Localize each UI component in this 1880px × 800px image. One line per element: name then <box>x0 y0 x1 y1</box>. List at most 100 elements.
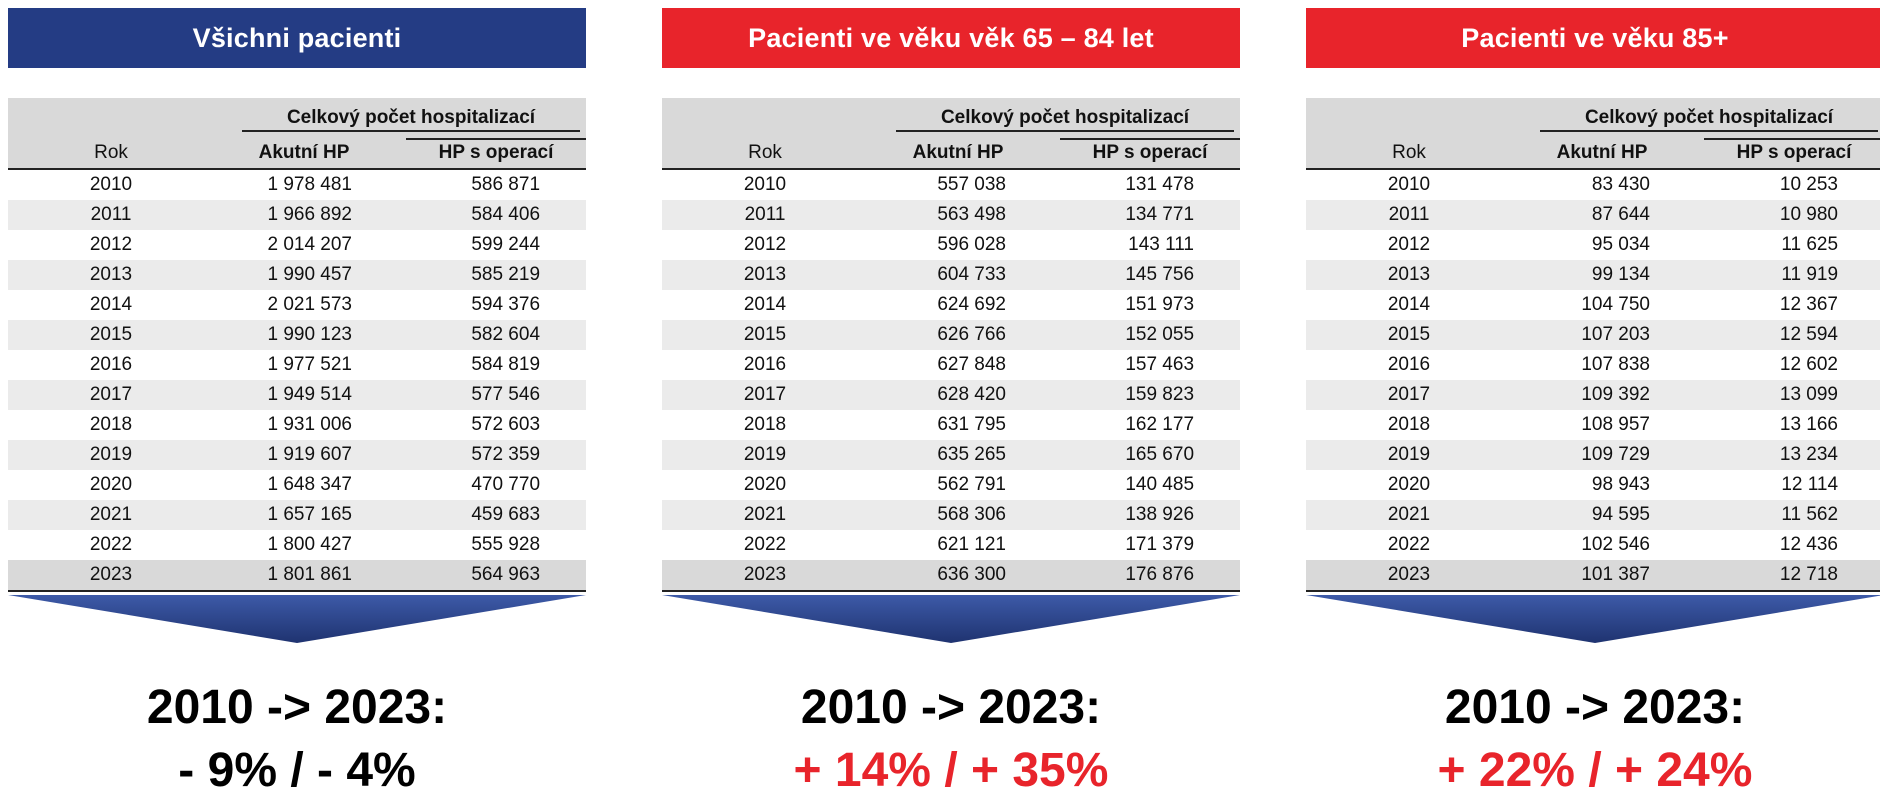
surgery-hp-cell: 151 973 <box>1125 294 1195 315</box>
acute-hp-cell: 1 800 427 <box>267 534 352 555</box>
year-cell: 2016 <box>743 354 787 375</box>
hospitalization-table: Celkový počet hospitalizací Rok Akutní HP H… <box>1306 98 1880 592</box>
surgery-hp-cell: 584 819 <box>471 354 541 375</box>
panel-patients-65-84: Pacienti ve věku věk 65 – 84 let Celkový … <box>662 8 1241 798</box>
surgery-hp-cell: 10 253 <box>1779 174 1839 195</box>
acute-hp-cell: 94 595 <box>1512 500 1692 530</box>
surgery-hp-cell: 470 770 <box>471 474 541 495</box>
acute-hp-cell: 2 021 573 <box>267 294 352 315</box>
surgery-hp-cell: 582 604 <box>394 320 587 350</box>
acute-hp-cell: 109 392 <box>1512 380 1692 410</box>
year-cell: 2018 <box>1387 414 1431 435</box>
column-header-surgery: HP s operací <box>406 138 587 164</box>
surgery-hp-cell: 564 963 <box>394 560 587 592</box>
summary-label: 2010 -> 2023: <box>146 681 448 734</box>
year-cell: 2020 <box>1387 474 1431 495</box>
group-header: Celkový počet hospitalizací <box>242 107 581 132</box>
column-header-acute: Akutní HP <box>1512 132 1692 169</box>
surgery-hp-cell: 13 166 <box>1779 414 1839 435</box>
surgery-hp-cell: 12 594 <box>1692 320 1880 350</box>
acute-hp-cell: 107 203 <box>1512 320 1692 350</box>
table-row: 2011 87 644 10 980 <box>1306 200 1880 230</box>
surgery-hp-cell: 143 111 <box>1128 234 1195 255</box>
surgery-hp-cell: 12 114 <box>1781 474 1839 495</box>
surgery-hp-cell: 11 562 <box>1692 500 1880 530</box>
acute-hp-cell: 604 733 <box>868 260 1048 290</box>
year-cell: 2014 <box>89 294 133 315</box>
table-row: 2017 628 420 159 823 <box>662 380 1241 410</box>
surgery-hp-cell: 572 603 <box>471 414 541 435</box>
table-row: 2015 1 990 123 582 604 <box>8 320 587 350</box>
year-cell: 2015 <box>8 320 214 350</box>
acute-hp-cell: 621 121 <box>937 534 1006 555</box>
acute-hp-cell: 107 838 <box>1581 354 1650 375</box>
acute-hp-cell: 635 265 <box>868 440 1048 470</box>
surgery-hp-cell: 131 478 <box>1125 174 1195 195</box>
table-row: 2016 107 838 12 602 <box>1306 350 1880 380</box>
acute-hp-cell: 631 795 <box>937 414 1006 435</box>
column-header-surgery: HP s operací <box>1060 138 1241 164</box>
year-cell: 2017 <box>1306 380 1512 410</box>
acute-hp-cell: 627 848 <box>937 354 1006 375</box>
table-row: 2020 562 791 140 485 <box>662 470 1240 500</box>
table-row: 2019 635 265 165 670 <box>662 440 1241 470</box>
acute-hp-cell: 99 134 <box>1512 260 1692 290</box>
column-header-year: Rok <box>662 132 868 169</box>
year-cell: 2023 <box>1306 560 1512 592</box>
surgery-hp-cell: 584 406 <box>394 200 587 230</box>
panel-title-banner: Pacienti ve věku 85+ <box>1306 8 1880 68</box>
table-row: 2020 98 943 12 114 <box>1306 470 1880 500</box>
surgery-hp-cell: 12 367 <box>1779 294 1839 315</box>
acute-hp-cell: 108 957 <box>1581 414 1650 435</box>
year-cell: 2011 <box>662 200 868 230</box>
summary-change: + 22% / + 24% <box>1437 744 1753 797</box>
acute-hp-cell: 101 387 <box>1512 560 1692 592</box>
year-cell: 2012 <box>89 234 133 255</box>
surgery-hp-cell: 459 683 <box>394 500 587 530</box>
year-cell: 2016 <box>1387 354 1431 375</box>
acute-hp-cell: 1 949 514 <box>214 380 394 410</box>
column-header-acute: Akutní HP <box>214 132 394 169</box>
acute-hp-cell: 1 801 861 <box>214 560 394 592</box>
acute-hp-cell: 628 420 <box>868 380 1048 410</box>
table-row: 2023 101 387 12 718 <box>1306 560 1880 592</box>
summary-change: + 14% / + 35% <box>793 744 1109 797</box>
hospitalization-table: Celkový počet hospitalizací Rok Akutní HP H… <box>8 98 587 592</box>
table-row: 2022 102 546 12 436 <box>1306 530 1880 560</box>
table-row: 2023 1 801 861 564 963 <box>8 560 587 592</box>
surgery-hp-cell: 12 602 <box>1779 354 1839 375</box>
surgery-hp-cell: 572 359 <box>394 440 587 470</box>
surgery-hp-cell: 585 219 <box>394 260 587 290</box>
acute-hp-cell: 109 729 <box>1512 440 1692 470</box>
surgery-hp-cell: 171 379 <box>1125 534 1195 555</box>
year-cell: 2014 <box>743 294 787 315</box>
year-cell: 2019 <box>1306 440 1512 470</box>
acute-hp-cell: 1 931 006 <box>267 414 352 435</box>
table-row: 2017 109 392 13 099 <box>1306 380 1880 410</box>
table-row: 2014 624 692 151 973 <box>662 290 1240 320</box>
year-cell: 2022 <box>89 534 133 555</box>
surgery-hp-cell: 11 919 <box>1692 260 1880 290</box>
table-row: 2014 2 021 573 594 376 <box>8 290 586 320</box>
table-row: 2020 1 648 347 470 770 <box>8 470 586 500</box>
year-cell: 2020 <box>743 474 787 495</box>
surgery-hp-cell: 13 234 <box>1692 440 1880 470</box>
year-cell: 2017 <box>662 380 868 410</box>
acute-hp-cell: 83 430 <box>1591 174 1650 195</box>
acute-hp-cell: 87 644 <box>1512 200 1692 230</box>
surgery-hp-cell: 134 771 <box>1048 200 1241 230</box>
acute-hp-cell: 626 766 <box>868 320 1048 350</box>
year-cell: 2015 <box>662 320 868 350</box>
acute-hp-cell: 1 978 481 <box>267 174 352 195</box>
acute-hp-cell: 98 943 <box>1591 474 1650 495</box>
acute-hp-cell: 1 966 892 <box>214 200 394 230</box>
table-row: 2011 563 498 134 771 <box>662 200 1241 230</box>
column-header-year: Rok <box>1306 132 1512 169</box>
summary-label: 2010 -> 2023: <box>1444 681 1746 734</box>
acute-hp-cell: 563 498 <box>868 200 1048 230</box>
surgery-hp-cell: 176 876 <box>1048 560 1241 592</box>
hospitalization-table: Celkový počet hospitalizací Rok Akutní HP H… <box>662 98 1241 592</box>
table-row: 2021 94 595 11 562 <box>1306 500 1880 530</box>
surgery-hp-cell: 555 928 <box>471 534 541 555</box>
table-row: 2012 95 034 11 625 <box>1306 230 1880 260</box>
